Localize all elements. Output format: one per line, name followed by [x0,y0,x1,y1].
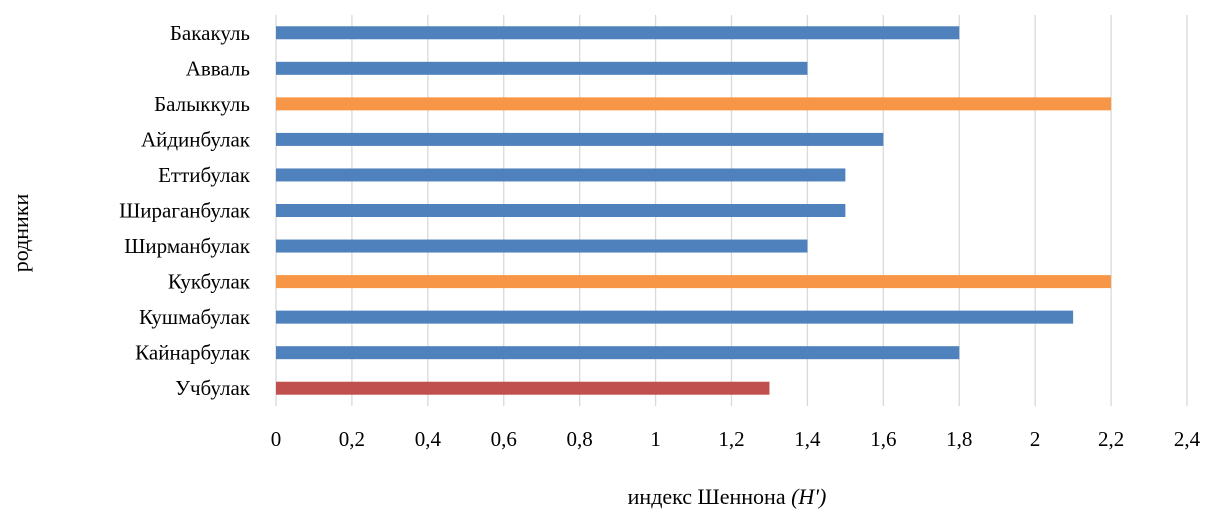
category-label: Кушмабулак [139,305,251,329]
x-tick-label: 1,6 [870,427,896,451]
x-tick-labels: 0 0,2 0,4 0,6 0,8 1 1,2 1,4 1,6 1,8 2 2,2 2,4 [271,427,1201,451]
x-tick-label: 2 [1030,427,1041,451]
bar [276,168,846,182]
x-tick-label: 1,2 [718,427,744,451]
category-label: Еттибулак [158,163,251,187]
bar [276,97,1112,111]
category-label: Ширманбулак [124,234,251,258]
x-tick-label: 1,4 [794,427,821,451]
y-axis-title: родники [8,193,33,272]
category-label: Учбулак [175,376,251,400]
x-tick-label: 0,6 [491,427,517,451]
bar [276,204,846,217]
x-tick-label: 1 [650,427,661,451]
bar [276,26,960,40]
category-label: Кукбулак [168,270,251,294]
category-label: Авваль [186,56,250,80]
x-tick-label: 0 [271,427,282,451]
bar [276,132,884,146]
bar [276,310,1074,324]
bar [276,381,770,395]
x-tick-label: 0,8 [567,427,593,451]
x-axis-title: индекс Шеннона (H') [628,484,827,509]
x-tick-label: 2,2 [1098,427,1124,451]
category-labels: Бакакуль Авваль Балыккуль Айдинбулак Еттибул… [119,21,251,400]
category-label: Балыккуль [154,92,250,116]
x-tick-label: 2,4 [1174,427,1201,451]
x-tick-label: 0,4 [415,427,442,451]
x-tick-label: 1,8 [946,427,972,451]
category-label: Бакакуль [170,21,250,45]
x-tick-label: 0,2 [339,427,365,451]
bar [276,346,960,360]
category-label: Шираганбулак [119,199,251,223]
category-label: Кайнарбулак [135,341,251,365]
category-label: Айдинбулак [141,127,251,151]
bar [276,61,808,75]
bar [276,239,808,253]
bars [276,26,1112,395]
bar [276,275,1112,289]
